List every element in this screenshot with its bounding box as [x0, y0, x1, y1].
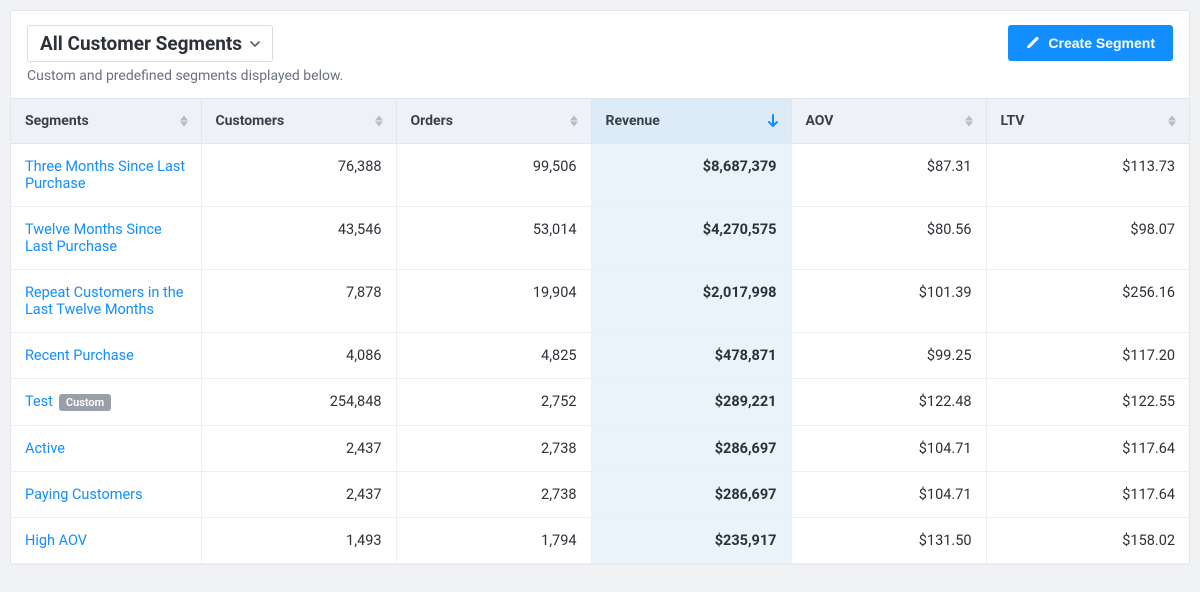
sort-handle-icon: [1167, 116, 1177, 127]
cell-segment: Active: [11, 425, 201, 471]
column-header-label: Revenue: [606, 113, 660, 129]
sort-handle-icon: [374, 116, 384, 127]
cell-revenue: $235,917: [591, 517, 791, 563]
cell-segment: Repeat Customers in the Last Twelve Mont…: [11, 270, 201, 333]
table-row: Active 2,4372,738$286,697$104.71$117.64: [11, 425, 1189, 471]
cell-ltv: $98.07: [986, 207, 1189, 270]
segment-link[interactable]: Paying Customers: [25, 486, 143, 503]
cell-aov: $87.31: [791, 144, 986, 207]
segment-link[interactable]: Repeat Customers in the Last Twelve Mont…: [25, 284, 183, 318]
sort-handle-icon: [179, 116, 189, 127]
segments-panel: All Customer Segments Custom and predefi…: [10, 10, 1190, 565]
cell-segment: Test Custom: [11, 379, 201, 426]
cell-segment: Recent Purchase: [11, 333, 201, 379]
cell-aov: $104.71: [791, 425, 986, 471]
cell-ltv: $158.02: [986, 517, 1189, 563]
segment-link[interactable]: Test: [25, 393, 53, 410]
segment-link[interactable]: Recent Purchase: [25, 347, 134, 364]
cell-segment: High AOV: [11, 517, 201, 563]
cell-revenue: $8,687,379: [591, 144, 791, 207]
cell-aov: $101.39: [791, 270, 986, 333]
cell-segment: Twelve Months Since Last Purchase: [11, 207, 201, 270]
chevron-down-icon: [250, 39, 260, 49]
cell-customers: 2,437: [201, 471, 396, 517]
cell-orders: 4,825: [396, 333, 591, 379]
panel-subtitle: Custom and predefined segments displayed…: [27, 68, 343, 84]
segments-table-body: Three Months Since Last Purchase 76,38899…: [11, 144, 1189, 564]
cell-revenue: $478,871: [591, 333, 791, 379]
column-header-orders[interactable]: Orders: [396, 99, 591, 144]
cell-segment: Three Months Since Last Purchase: [11, 144, 201, 207]
column-header-revenue[interactable]: Revenue: [591, 99, 791, 144]
sort-handle-icon: [964, 116, 974, 127]
cell-revenue: $286,697: [591, 425, 791, 471]
cell-orders: 2,752: [396, 379, 591, 426]
segment-link[interactable]: Three Months Since Last Purchase: [25, 158, 185, 192]
cell-revenue: $4,270,575: [591, 207, 791, 270]
cell-orders: 99,506: [396, 144, 591, 207]
cell-ltv: $117.20: [986, 333, 1189, 379]
cell-aov: $122.48: [791, 379, 986, 426]
column-header-label: LTV: [1001, 113, 1025, 129]
cell-orders: 2,738: [396, 471, 591, 517]
cell-revenue: $286,697: [591, 471, 791, 517]
cell-revenue: $289,221: [591, 379, 791, 426]
segments-dropdown[interactable]: All Customer Segments: [27, 25, 273, 62]
table-row: Paying Customers 2,4372,738$286,697$104.7…: [11, 471, 1189, 517]
table-row: Repeat Customers in the Last Twelve Mont…: [11, 270, 1189, 333]
table-row: Three Months Since Last Purchase 76,38899…: [11, 144, 1189, 207]
column-header-customers[interactable]: Customers: [201, 99, 396, 144]
segment-link[interactable]: Active: [25, 440, 65, 457]
cell-aov: $104.71: [791, 471, 986, 517]
column-header-aov[interactable]: AOV: [791, 99, 986, 144]
sort-arrow-down-icon: [767, 114, 779, 128]
create-segment-button-label: Create Segment: [1048, 35, 1155, 51]
cell-orders: 1,794: [396, 517, 591, 563]
column-header-label: AOV: [806, 113, 834, 129]
pencil-icon: [1026, 36, 1040, 50]
panel-header: All Customer Segments Custom and predefi…: [11, 11, 1189, 98]
cell-revenue: $2,017,998: [591, 270, 791, 333]
column-header-label: Customers: [216, 113, 285, 129]
cell-orders: 53,014: [396, 207, 591, 270]
table-row: Recent Purchase 4,0864,825$478,871$99.25$…: [11, 333, 1189, 379]
table-row: Test Custom 254,8482,752$289,221$122.48$12…: [11, 379, 1189, 426]
create-segment-button[interactable]: Create Segment: [1008, 25, 1173, 61]
column-header-ltv[interactable]: LTV: [986, 99, 1189, 144]
cell-orders: 2,738: [396, 425, 591, 471]
segments-table: Segments Customers Orders Revenue AOV LTV Thr…: [11, 98, 1189, 564]
cell-customers: 1,493: [201, 517, 396, 563]
header-left: All Customer Segments Custom and predefi…: [27, 25, 343, 84]
cell-ltv: $122.55: [986, 379, 1189, 426]
cell-ltv: $117.64: [986, 425, 1189, 471]
cell-orders: 19,904: [396, 270, 591, 333]
segments-dropdown-label: All Customer Segments: [40, 32, 242, 55]
cell-ltv: $256.16: [986, 270, 1189, 333]
table-row: High AOV 1,4931,794$235,917$131.50$158.02: [11, 517, 1189, 563]
cell-customers: 4,086: [201, 333, 396, 379]
cell-ltv: $113.73: [986, 144, 1189, 207]
cell-ltv: $117.64: [986, 471, 1189, 517]
cell-customers: 43,546: [201, 207, 396, 270]
cell-aov: $131.50: [791, 517, 986, 563]
column-header-segment[interactable]: Segments: [11, 99, 201, 144]
segments-table-head: Segments Customers Orders Revenue AOV LTV: [11, 99, 1189, 144]
sort-handle-icon: [569, 116, 579, 127]
cell-customers: 7,878: [201, 270, 396, 333]
segment-link[interactable]: Twelve Months Since Last Purchase: [25, 221, 162, 255]
custom-badge: Custom: [59, 394, 111, 411]
cell-customers: 254,848: [201, 379, 396, 426]
cell-customers: 2,437: [201, 425, 396, 471]
table-row: Twelve Months Since Last Purchase 43,5465…: [11, 207, 1189, 270]
segment-link[interactable]: High AOV: [25, 532, 87, 549]
column-header-label: Orders: [411, 113, 453, 129]
cell-aov: $80.56: [791, 207, 986, 270]
cell-segment: Paying Customers: [11, 471, 201, 517]
cell-aov: $99.25: [791, 333, 986, 379]
cell-customers: 76,388: [201, 144, 396, 207]
column-header-label: Segments: [25, 113, 89, 129]
